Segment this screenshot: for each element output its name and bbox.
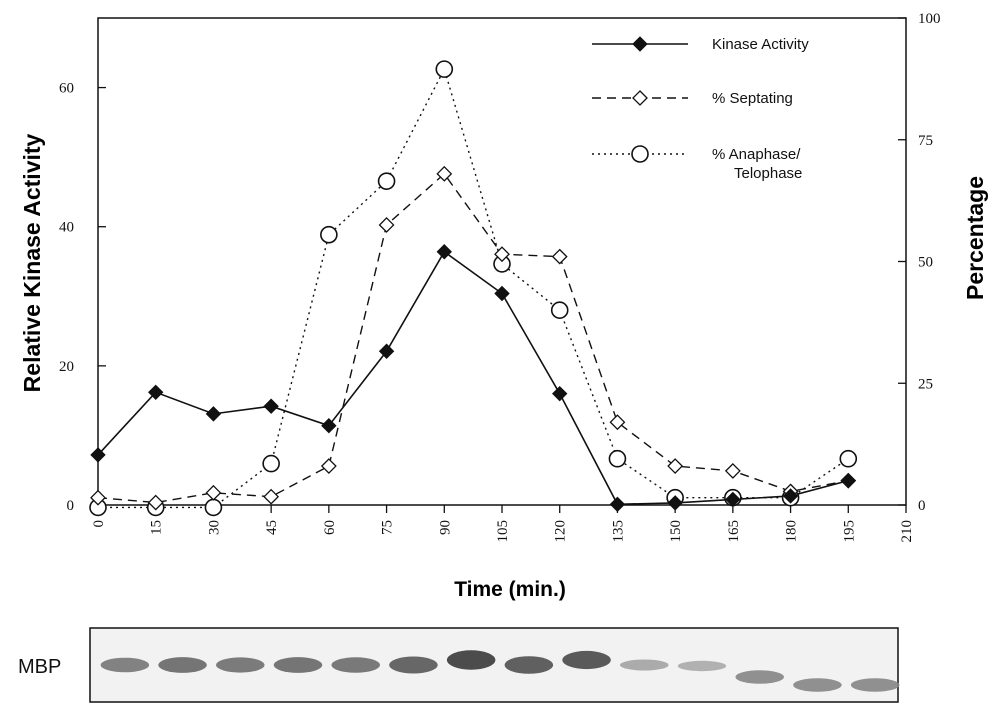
legend-marker [631, 145, 649, 163]
legend: Kinase Activity % Septating % Anaphase/Tel… [592, 36, 809, 182]
legend-label: Telophase [734, 165, 802, 182]
data-point-series-1 [667, 458, 684, 474]
legend-marker [632, 90, 648, 106]
data-point-series-0 [782, 488, 799, 504]
gel-label: MBP [18, 656, 61, 678]
x-tick-label: 0 [91, 520, 107, 528]
data-point-series-1 [436, 165, 453, 182]
data-point-series-1 [320, 458, 337, 474]
gel-band [158, 657, 207, 673]
data-point-series-1 [551, 248, 568, 265]
series-layer [89, 60, 858, 517]
data-point-series-2 [320, 225, 338, 244]
x-tick-label: 150 [668, 520, 684, 543]
data-point-series-0 [725, 491, 741, 508]
gel-band [793, 678, 842, 692]
gel-band [850, 678, 900, 692]
right-tick-label: 0 [918, 498, 926, 514]
left-tick-label: 20 [59, 359, 74, 375]
right-tick-label: 75 [918, 133, 933, 149]
data-point-series-2 [550, 301, 569, 320]
data-point-series-0 [90, 447, 106, 463]
data-point-series-1 [263, 488, 280, 505]
data-point-series-0 [609, 496, 626, 513]
x-tick-label: 180 [784, 520, 800, 543]
data-point-series-0 [148, 384, 164, 401]
data-point-series-0 [378, 343, 395, 359]
gel-band [446, 650, 496, 670]
x-tick-label: 120 [553, 520, 569, 543]
gel-band [331, 657, 380, 673]
x-tick-label: 45 [264, 520, 280, 535]
x-tick-label: 105 [495, 520, 511, 543]
gel-band [620, 659, 669, 671]
x-tick-label: 60 [322, 520, 338, 535]
data-point-series-0 [840, 472, 856, 489]
x-axis-ticks: 0 15 30 45 60 75 90 105 120 135 150 165 180 195 210 [91, 505, 915, 543]
x-tick-label: 30 [206, 520, 222, 535]
gel-bands [100, 650, 900, 692]
data-point-series-0 [667, 495, 683, 511]
data-point-series-0 [494, 285, 510, 302]
data-point-series-1 [494, 246, 510, 263]
data-point-series-0 [321, 417, 337, 434]
data-point-series-2 [435, 60, 454, 78]
y-axis-left-title: Relative Kinase Activity [19, 133, 45, 392]
gel-band [216, 657, 265, 673]
x-axis-title: Time (min.) [454, 578, 566, 601]
x-tick-label: 195 [841, 520, 857, 543]
x-tick-label: 135 [610, 520, 626, 543]
data-point-series-1 [724, 462, 741, 479]
right-tick-label: 100 [918, 11, 941, 27]
data-point-series-1 [609, 414, 626, 431]
data-point-series-0 [552, 385, 568, 402]
legend-marker [632, 36, 648, 52]
gel-band [100, 657, 150, 673]
series-line-1 [97, 172, 849, 504]
gel-band [735, 670, 784, 684]
x-tick-label: 75 [380, 520, 396, 535]
data-point-series-1 [378, 217, 395, 233]
data-point-series-1 [90, 489, 106, 506]
x-tick-label: 90 [437, 520, 453, 535]
gel-blot [89, 627, 899, 703]
data-point-series-2 [377, 172, 396, 190]
data-point-series-2 [608, 449, 627, 468]
legend-label: % Anaphase/ [712, 146, 801, 163]
right-tick-label: 25 [918, 376, 933, 392]
data-point-series-2 [262, 454, 280, 473]
right-axis-ticks: 0 25 50 75 100 [898, 11, 941, 514]
data-point-series-0 [263, 398, 279, 414]
data-point-series-0 [205, 406, 222, 422]
right-tick-label: 50 [918, 255, 933, 271]
x-tick-label: 165 [726, 520, 742, 543]
gel-band [273, 657, 323, 673]
data-point-series-1 [205, 484, 222, 501]
x-tick-label: 15 [149, 520, 165, 535]
legend-label: % Septating [712, 90, 793, 107]
series-line-0 [97, 250, 849, 506]
gel-band [504, 656, 554, 674]
left-tick-label: 40 [59, 220, 74, 236]
series-line-2 [98, 67, 849, 509]
gel-band [677, 660, 727, 672]
left-tick-label: 60 [59, 81, 74, 97]
x-tick-label: 210 [899, 520, 915, 543]
data-point-series-1 [147, 494, 164, 511]
gel-band [562, 650, 611, 670]
data-point-series-2 [839, 449, 858, 468]
y-axis-right-title: Percentage [962, 176, 988, 300]
gel-band [389, 656, 438, 674]
left-axis-ticks: 0 20 40 60 [59, 81, 106, 514]
data-point-series-2 [204, 498, 223, 517]
left-tick-label: 0 [67, 498, 75, 514]
data-point-series-0 [436, 244, 452, 260]
legend-label: Kinase Activity [712, 36, 809, 53]
